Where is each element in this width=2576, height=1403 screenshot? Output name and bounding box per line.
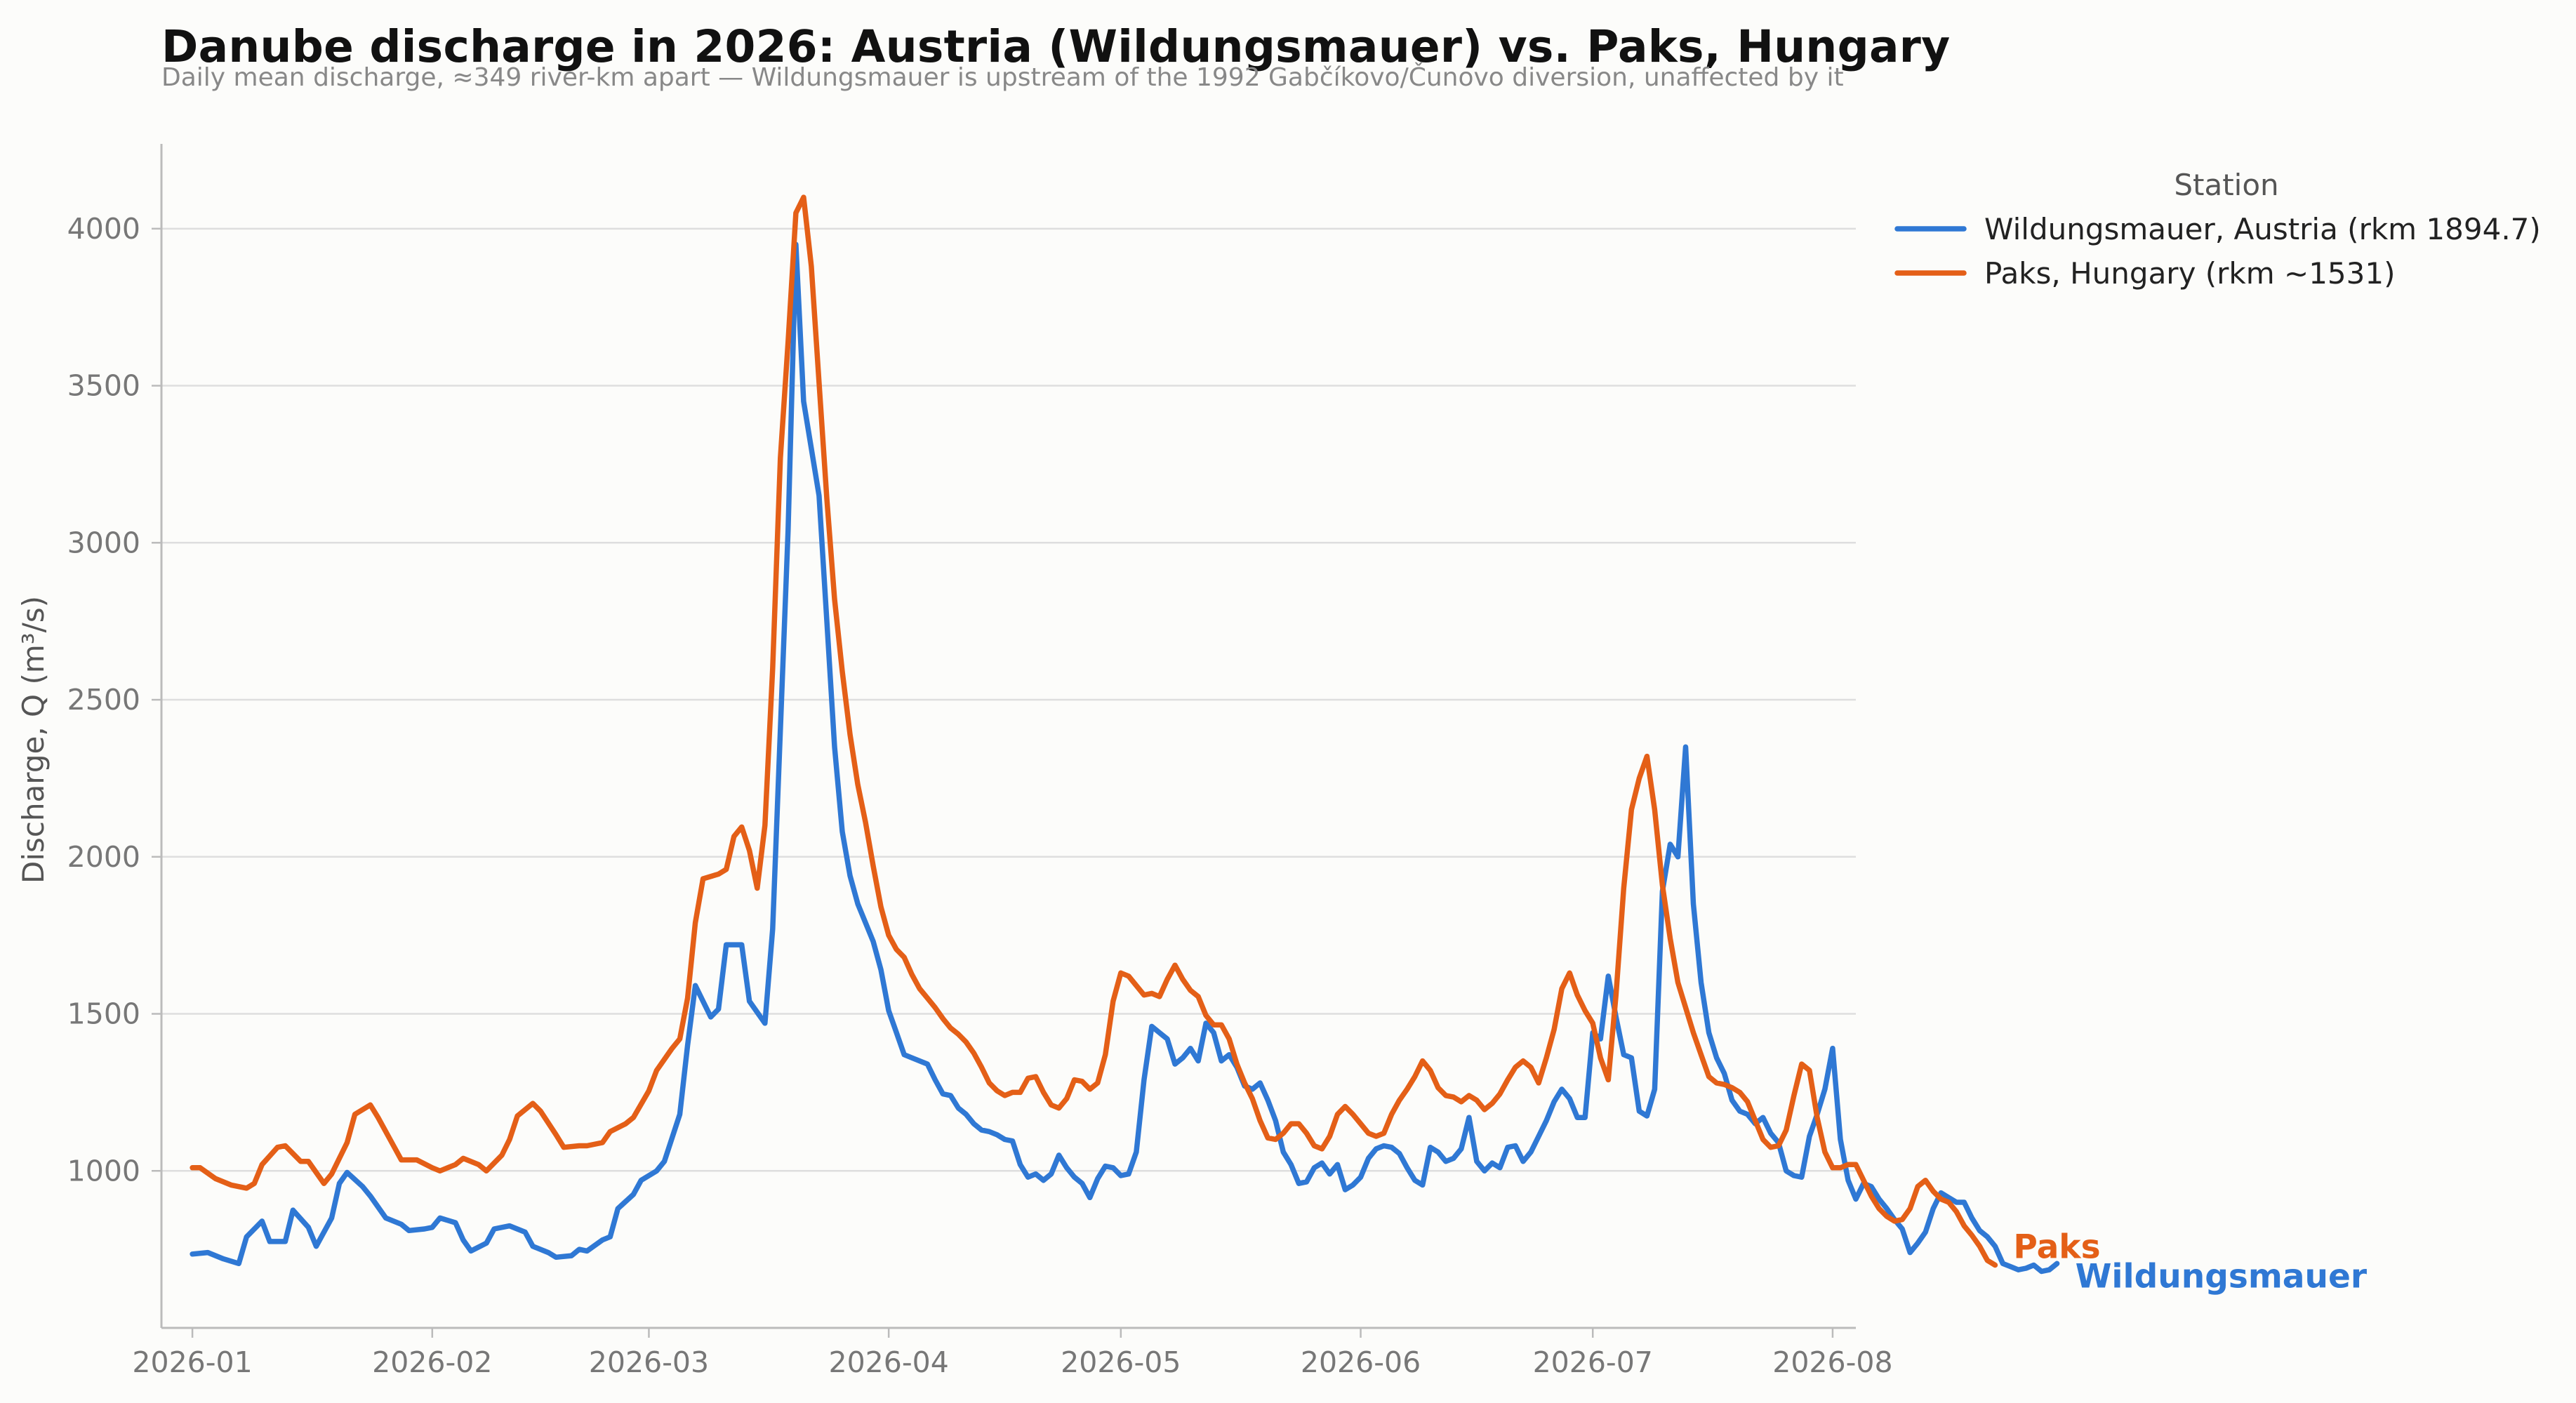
x-tick-label: 2026-05 — [1061, 1345, 1181, 1379]
chart-subtitle: Daily mean discharge, ≈349 river-km apar… — [161, 63, 1844, 92]
y-tick-label: 3000 — [67, 526, 140, 559]
series-line-0 — [190, 241, 2060, 1275]
x-tick-label: 2026-02 — [372, 1345, 492, 1379]
series-layer — [190, 194, 2060, 1275]
x-tick-label: 2026-06 — [1301, 1345, 1421, 1379]
x-axis-ticks: 2026-01 2026-02 2026-03 2026-04 2026-05 2026-… — [132, 1328, 1893, 1379]
x-tick-label: 2026-01 — [132, 1345, 252, 1379]
series-line-1 — [190, 194, 1998, 1268]
x-tick-label: 2026-03 — [589, 1345, 709, 1379]
y-axis-ticks: 1000 1500 2000 2500 3000 3500 4000 — [67, 212, 161, 1188]
x-tick-label: 2026-07 — [1533, 1345, 1653, 1379]
x-tick-label: 2026-04 — [828, 1345, 948, 1379]
legend: Station Wildungsmauer, Austria (rkm 1894… — [1894, 168, 2541, 291]
y-tick-label: 2000 — [67, 840, 140, 874]
legend-title: Station — [2174, 168, 2278, 202]
y-tick-label: 3500 — [67, 369, 140, 403]
y-tick-label: 1000 — [67, 1154, 140, 1188]
y-axis-title: Discharge, Q (m³/s) — [16, 596, 51, 884]
y-tick-label: 4000 — [67, 212, 140, 246]
legend-label: Paks, Hungary (rkm ~1531) — [1984, 256, 2395, 291]
x-tick-label: 2026-08 — [1772, 1345, 1892, 1379]
chart-title: Danube discharge in 2026: Austria (Wildu… — [161, 21, 1951, 72]
y-tick-label: 1500 — [67, 997, 140, 1031]
series-end-label: Wildungsmauer — [2076, 1257, 2368, 1296]
y-tick-label: 2500 — [67, 683, 140, 717]
legend-label: Wildungsmauer, Austria (rkm 1894.7) — [1984, 212, 2541, 246]
legend-items: Wildungsmauer, Austria (rkm 1894.7) Paks,… — [1894, 212, 2541, 291]
series-end-label: Paks — [2013, 1228, 2100, 1267]
